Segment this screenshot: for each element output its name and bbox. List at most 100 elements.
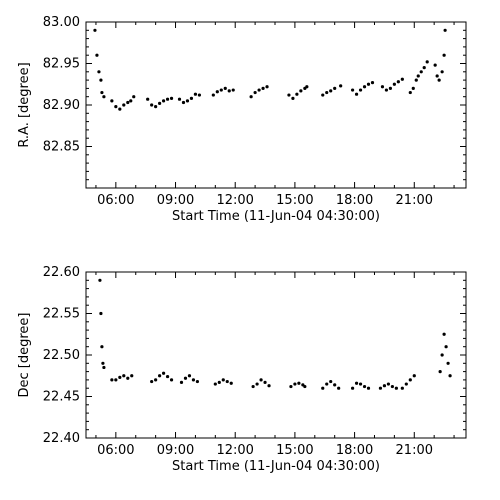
data-point — [99, 78, 103, 82]
data-point — [411, 86, 415, 90]
data-point — [408, 378, 412, 382]
data-point — [321, 93, 325, 97]
data-point — [126, 376, 130, 380]
data-point — [325, 90, 329, 95]
data-point — [408, 90, 412, 95]
data-point — [295, 92, 299, 96]
data-point — [154, 105, 158, 109]
data-point — [229, 381, 233, 385]
data-point — [249, 95, 253, 99]
data-point — [177, 97, 182, 101]
data-point — [181, 100, 186, 105]
data-point — [221, 378, 225, 382]
data-point — [435, 74, 439, 78]
data-point — [95, 53, 99, 57]
data-point — [289, 384, 293, 389]
data-point — [321, 386, 325, 390]
data-point — [100, 90, 104, 95]
data-point — [110, 378, 114, 382]
data-point — [291, 96, 295, 100]
y-tick-label: 22.40 — [43, 431, 80, 446]
data-point — [132, 95, 136, 99]
data-point — [354, 92, 359, 96]
data-point — [97, 70, 101, 74]
data-point — [129, 99, 133, 103]
data-point — [297, 381, 301, 385]
x-tick-label: 06:00 — [97, 193, 134, 208]
x-tick-label: 12:00 — [216, 193, 253, 208]
data-point — [443, 28, 447, 32]
data-point — [114, 105, 118, 109]
data-point — [158, 101, 162, 105]
data-point — [253, 90, 257, 95]
data-point — [446, 361, 450, 365]
data-point — [114, 378, 118, 382]
data-point — [442, 332, 446, 336]
data-point — [366, 82, 371, 86]
x-tick-label: 15:00 — [276, 193, 313, 208]
data-point — [400, 77, 404, 81]
data-point — [388, 86, 392, 90]
data-point — [169, 378, 174, 382]
data-point — [100, 345, 104, 349]
data-point — [265, 85, 269, 89]
data-point — [118, 375, 122, 380]
data-point — [217, 380, 221, 384]
data-point — [448, 374, 452, 378]
data-point — [442, 53, 446, 57]
data-point — [287, 93, 291, 97]
data-point — [404, 382, 408, 386]
data-point — [337, 386, 341, 390]
plot-frame — [85, 271, 467, 439]
data-point — [362, 85, 367, 89]
data-point — [382, 384, 387, 388]
data-point — [126, 100, 130, 105]
data-point — [118, 107, 122, 111]
data-point — [444, 345, 448, 349]
dec-panel: 06:00 09:00 12:00 15:00 18:00 21:00 22.40 22.45… — [17, 265, 467, 474]
data-point — [102, 365, 106, 370]
data-point — [416, 74, 420, 78]
data-point — [211, 93, 215, 97]
data-point — [354, 381, 359, 385]
data-point — [165, 97, 170, 101]
data-point — [255, 382, 259, 386]
data-point — [378, 386, 383, 390]
y-tick-label: 22.45 — [43, 390, 80, 405]
data-point — [189, 96, 194, 100]
data-point — [154, 378, 158, 382]
data-point — [438, 370, 442, 374]
data-point — [366, 386, 371, 390]
data-point — [150, 103, 154, 107]
data-point — [414, 78, 418, 82]
data-point — [333, 86, 337, 90]
data-point — [392, 82, 396, 86]
data-point — [358, 88, 363, 92]
x-tick-label: 06:00 — [97, 443, 134, 458]
data-point — [350, 386, 355, 390]
data-point — [219, 88, 223, 92]
data-point — [161, 371, 166, 375]
data-point — [215, 90, 219, 94]
x-axis-title: Start Time (11-Jun-04 04:30:00) — [172, 209, 380, 224]
data-point — [165, 374, 170, 379]
data-point — [437, 78, 441, 82]
data-point — [99, 311, 103, 316]
data-point — [187, 374, 192, 378]
data-point — [93, 28, 97, 32]
data-point — [179, 380, 184, 384]
data-point — [98, 278, 102, 282]
data-point — [419, 70, 423, 74]
y-tick-label: 82.95 — [43, 57, 80, 72]
data-point — [329, 379, 333, 384]
data-point — [433, 63, 437, 67]
data-point — [161, 99, 166, 103]
data-point — [350, 88, 355, 92]
y-tick-label: 83.00 — [43, 15, 80, 30]
data-point — [122, 374, 126, 378]
x-tick-label: 21:00 — [396, 193, 433, 208]
data-point — [339, 84, 343, 88]
data-point — [329, 89, 333, 93]
data-point — [259, 378, 263, 382]
